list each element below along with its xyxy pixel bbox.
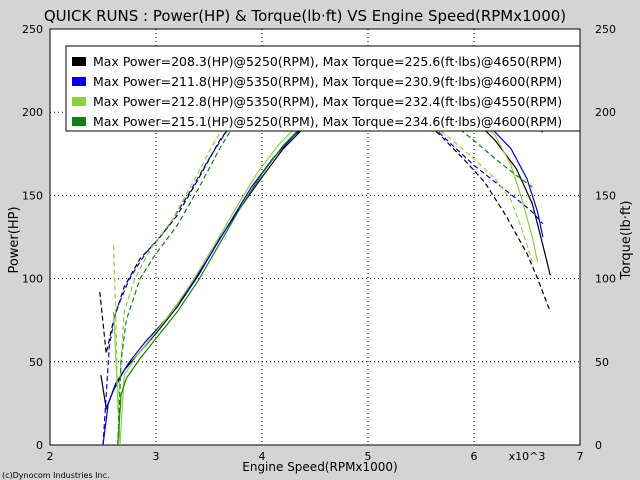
x-tick-label: 4 (259, 450, 266, 463)
y-tick-label: 0 (36, 439, 43, 452)
y2-tick-label: 0 (595, 439, 602, 452)
legend-swatch (72, 97, 86, 106)
x-tick-label: 6 (471, 450, 478, 463)
torque-line-series-4 (117, 54, 533, 446)
legend: Max Power=208.3(HP)@5250(RPM), Max Torqu… (65, 45, 581, 132)
legend-entry-label: Max Power=211.8(HP)@5350(RPM), Max Torqu… (93, 74, 562, 89)
legend-box (65, 45, 581, 132)
y2-tick-label: 100 (595, 273, 616, 286)
x-tick-label: 7 (577, 450, 584, 463)
y-tick-label: 150 (22, 189, 43, 202)
x-multiplier-label: x10^3 (509, 450, 546, 463)
chart-title: QUICK RUNS : Power(HP) & Torque(lb·ft) V… (44, 7, 566, 25)
y2-tick-label: 50 (595, 356, 609, 369)
x-tick-label: 2 (47, 450, 54, 463)
y-tick-label: 50 (29, 356, 43, 369)
y2-axis-label: Torque(lb·ft) (619, 201, 634, 281)
y-tick-label: 100 (22, 273, 43, 286)
y-tick-label: 250 (22, 23, 43, 36)
y2-tick-label: 150 (595, 189, 616, 202)
y-axis-label: Power(HP) (7, 206, 22, 273)
legend-entry-label: Max Power=215.1(HP)@5250(RPM), Max Torqu… (93, 114, 562, 129)
x-axis-label: Engine Speed(RPMx1000) (242, 460, 398, 474)
y-tick-label: 200 (22, 106, 43, 119)
legend-entry-label: Max Power=208.3(HP)@5250(RPM), Max Torqu… (93, 54, 562, 69)
legend-swatch (72, 57, 86, 66)
legend-entry-label: Max Power=212.8(HP)@5350(RPM), Max Torqu… (93, 94, 562, 109)
x-tick-label: 5 (365, 450, 372, 463)
legend-swatch (72, 117, 86, 126)
credit-text: (c)Dynocom Industries Inc. (2, 471, 110, 480)
x-tick-label: 3 (153, 450, 160, 463)
y2-tick-label: 200 (595, 106, 616, 119)
legend-swatch (72, 77, 86, 86)
y2-tick-label: 250 (595, 23, 616, 36)
